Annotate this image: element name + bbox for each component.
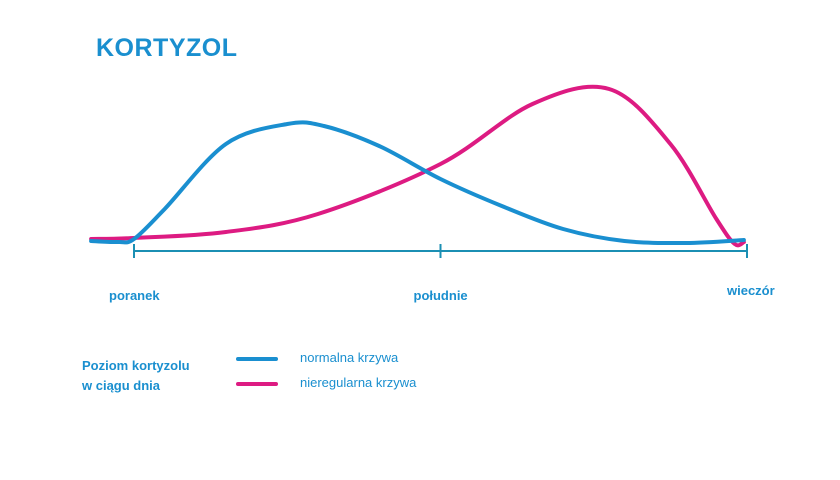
x-tick-label: wieczór [727,283,775,298]
x-tick-label: południe [413,288,468,303]
series-layer [89,84,746,248]
series-line-irregular [89,84,746,248]
legend-label-irregular: nieregularna krzywa [300,375,417,390]
legend-title-line-1: Poziom kortyzolu [82,358,190,373]
legend-label-normal: normalna krzywa [300,350,399,365]
chart-title: KORTYZOL [96,34,238,62]
legend-swatch-normal [236,357,278,361]
legend-title-line-2: w ciągu dnia [82,378,161,393]
legend-title: Poziom kortyzolu w ciągu dnia [82,356,190,396]
series-line-normal [89,120,746,246]
legend-swatch-irregular [236,382,278,386]
x-axis [133,244,748,258]
x-tick-label: poranek [109,288,160,303]
